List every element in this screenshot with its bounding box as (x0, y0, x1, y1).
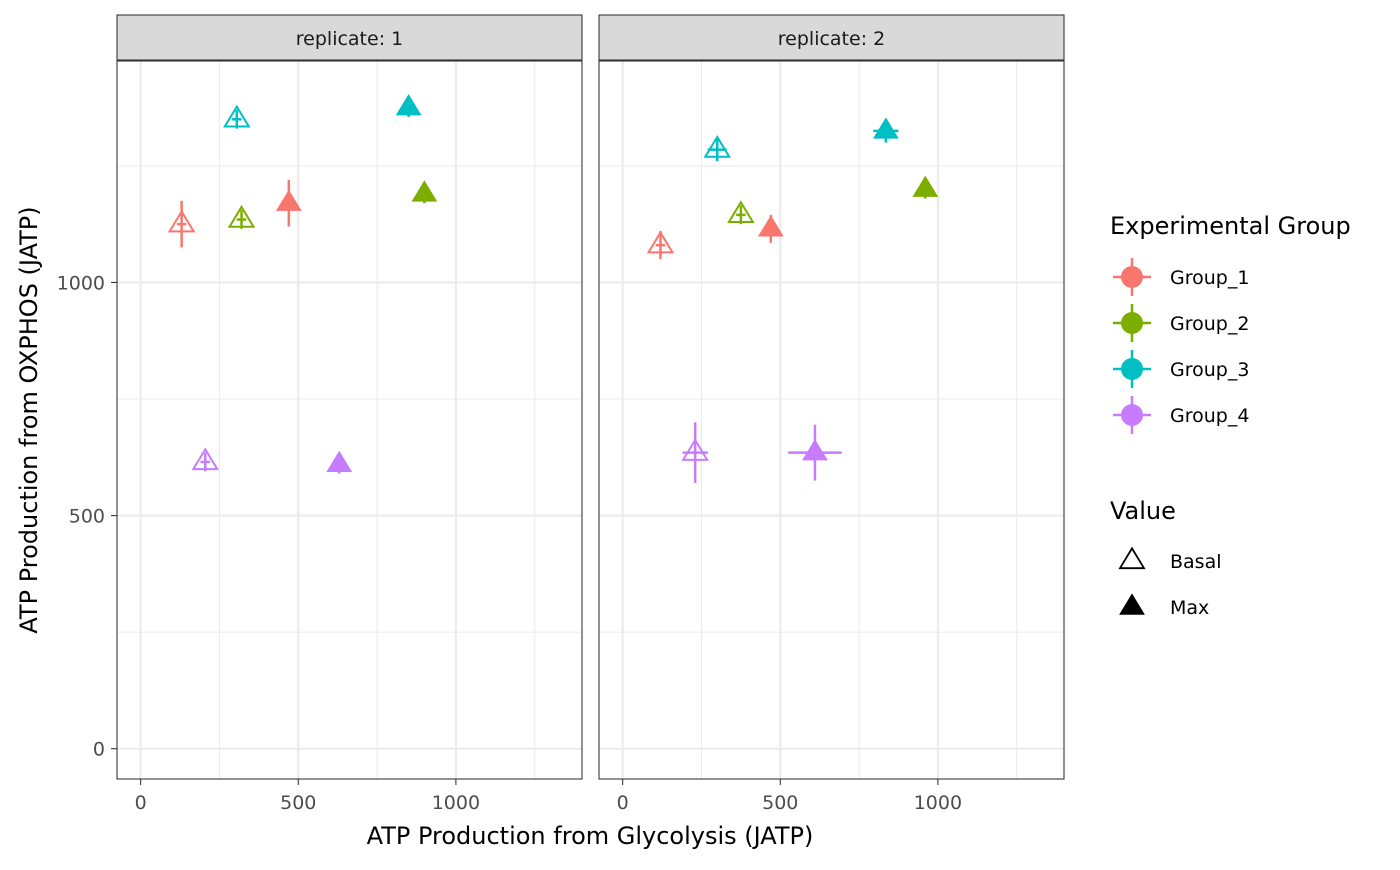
x-tick-label: 0 (135, 792, 147, 814)
data-point (167, 200, 196, 248)
triangle-marker-open (227, 204, 256, 228)
triangle-marker-filled (326, 450, 353, 472)
triangle-marker-open (681, 438, 709, 461)
data-point (912, 175, 939, 199)
triangle-marker-filled (411, 180, 438, 202)
data-point (872, 117, 899, 143)
legend-item-group-2: Group_2 (1113, 304, 1249, 342)
facet-strip (598, 14, 1065, 61)
legend-item-group-1: Group_1 (1113, 258, 1249, 296)
data-point (757, 214, 784, 243)
legend-label: Group_1 (1170, 267, 1249, 289)
y-tick-label: 0 (93, 739, 105, 761)
data-point (788, 424, 842, 481)
legend-key-point (1121, 312, 1143, 334)
y-tick-label: 1000 (57, 272, 105, 294)
triangle-marker-filled (912, 175, 939, 197)
triangle-marker-open (703, 135, 731, 158)
data-point (275, 179, 302, 227)
legend-label: Group_4 (1170, 405, 1249, 427)
data-point (191, 447, 220, 472)
gridlines (117, 61, 582, 779)
panel-border (598, 60, 1065, 780)
triangle-marker-open (191, 447, 220, 471)
facet-panel-1: replicate: 1 0 500 1000 0 500 1000 (57, 14, 583, 814)
x-tick-label: 1000 (432, 792, 480, 814)
triangle-marker-open (727, 200, 755, 224)
legend-label: Group_3 (1170, 359, 1249, 381)
facet-strip (116, 14, 583, 61)
x-tick-label: 500 (762, 792, 798, 814)
y-axis-title: ATP Production from OXPHOS (JATP) (15, 206, 43, 633)
x-tick-label: 0 (617, 792, 629, 814)
legend-items: Group_1 Group_2 Group_3 Group_4 Basal Max (1113, 258, 1249, 619)
x-axis: 0 500 1000 (617, 779, 962, 814)
triangle-marker-filled (802, 439, 828, 461)
legend-key-point (1121, 358, 1143, 380)
gridlines (599, 61, 1064, 779)
legend-color-title: Experimental Group (1110, 212, 1351, 240)
triangle-marker-filled (395, 94, 422, 116)
legend-item-group-3: Group_3 (1113, 350, 1249, 388)
data-point (326, 450, 353, 474)
legend-triangle-filled (1119, 593, 1145, 615)
facet-panel-2: replicate: 2 0 500 1000 (598, 14, 1065, 814)
data-point (395, 94, 422, 117)
triangle-marker-filled (275, 189, 302, 211)
data-points (167, 94, 438, 474)
triangle-marker-filled (757, 215, 784, 237)
data-point (727, 200, 755, 225)
facet-strip-label: replicate: 1 (296, 28, 403, 50)
data-point (646, 230, 675, 260)
legend-triangle-open (1118, 546, 1146, 570)
legend-key-point (1121, 404, 1143, 426)
triangle-marker-filled (872, 117, 899, 139)
x-axis: 0 500 1000 (135, 779, 480, 814)
legend-label: Group_2 (1170, 313, 1249, 335)
legend-label: Max (1170, 597, 1209, 619)
triangle-marker-open (223, 104, 251, 128)
y-axis: 0 500 1000 (57, 272, 117, 761)
legend-item-max: Max (1119, 593, 1209, 619)
y-tick-label: 500 (69, 506, 105, 528)
x-tick-label: 500 (280, 792, 316, 814)
data-point (227, 204, 256, 229)
triangle-marker-open (646, 230, 675, 254)
data-point (223, 104, 251, 129)
legend-key-point (1121, 266, 1143, 288)
legend-shape-title: Value (1110, 497, 1176, 525)
data-point (703, 135, 731, 162)
triangle-marker-open (167, 209, 196, 233)
legend-item-group-4: Group_4 (1113, 396, 1249, 434)
facet-strip-label: replicate: 2 (778, 28, 885, 50)
legend: Experimental Group Value Group_1Group_2G… (1110, 212, 1351, 619)
x-tick-label: 1000 (914, 792, 962, 814)
x-axis-title: ATP Production from Glycolysis (JATP) (367, 822, 814, 850)
data-points (646, 117, 939, 483)
legend-label: Basal (1170, 551, 1222, 573)
panel-border (116, 60, 583, 780)
data-point (411, 180, 438, 204)
data-point (681, 422, 709, 483)
legend-item-basal: Basal (1118, 546, 1222, 573)
